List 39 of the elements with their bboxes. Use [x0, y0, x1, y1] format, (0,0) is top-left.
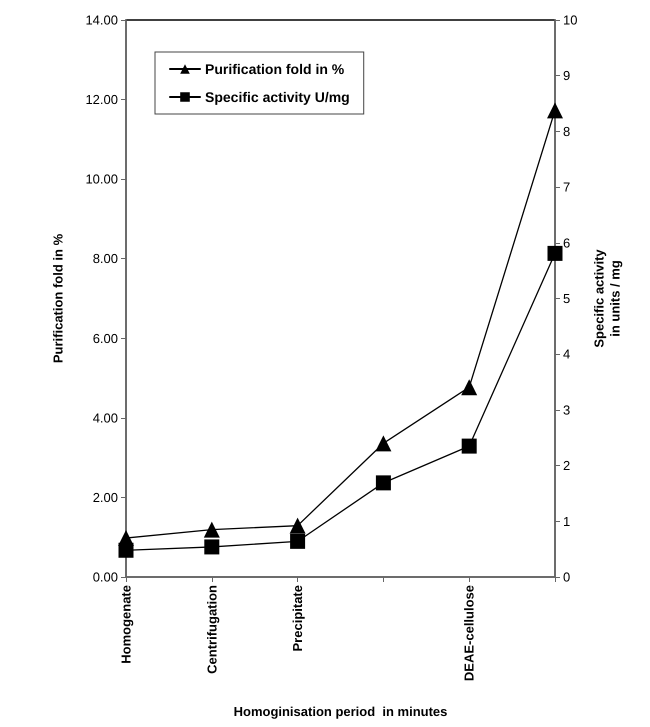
y-tick-label: 2.00 — [92, 490, 118, 505]
point — [290, 534, 306, 549]
y2-tick-label: 0 — [563, 570, 570, 584]
y-tick-label: 14.00 — [85, 12, 118, 28]
x-axis-title: Homoginisation period in minutes — [234, 704, 448, 719]
y-tick-label: 6.00 — [92, 330, 118, 346]
y2-tick-label: 7 — [563, 180, 570, 195]
y-axis-title: Purification fold in % — [50, 233, 66, 364]
point — [547, 102, 563, 118]
y-tick-label: 4.00 — [92, 410, 118, 426]
y-tick-label: 0.00 — [92, 570, 118, 584]
x-tick-label: DEAE-cellulose — [462, 585, 477, 682]
point — [290, 518, 306, 534]
y-tick-label: 12.00 — [85, 92, 118, 108]
x-tick-label: Homogenate — [118, 585, 134, 664]
legend-label: Specific activity U/mg — [205, 89, 350, 105]
y2-tick-label: 2 — [563, 458, 570, 474]
point — [204, 522, 220, 538]
x-tick-label: Precipitate — [290, 585, 306, 652]
legend-label: Purification fold in % — [205, 61, 345, 77]
point — [204, 539, 220, 554]
y-tick-label: 8.00 — [92, 251, 118, 266]
point — [118, 542, 134, 558]
y-tick-label: 10.00 — [85, 172, 118, 187]
point — [462, 438, 477, 454]
y2-tick-label: 8 — [563, 124, 570, 139]
y2-tick-label: 1 — [563, 514, 570, 529]
y2-tick-label: 3 — [563, 402, 570, 418]
y2-tick-label: 9 — [563, 68, 570, 84]
y2-tick-label: 4 — [563, 346, 570, 362]
point — [461, 379, 478, 396]
point — [376, 475, 391, 490]
y2-tick-label: 5 — [563, 291, 570, 306]
point — [375, 435, 392, 452]
x-tick-label: Centrifugation — [204, 584, 220, 674]
y2-tick-label: 6 — [563, 235, 570, 250]
point — [548, 246, 562, 261]
y2-axis-title: Specific activity in units / mg — [592, 248, 622, 348]
y2-tick-label: 10 — [563, 12, 578, 28]
